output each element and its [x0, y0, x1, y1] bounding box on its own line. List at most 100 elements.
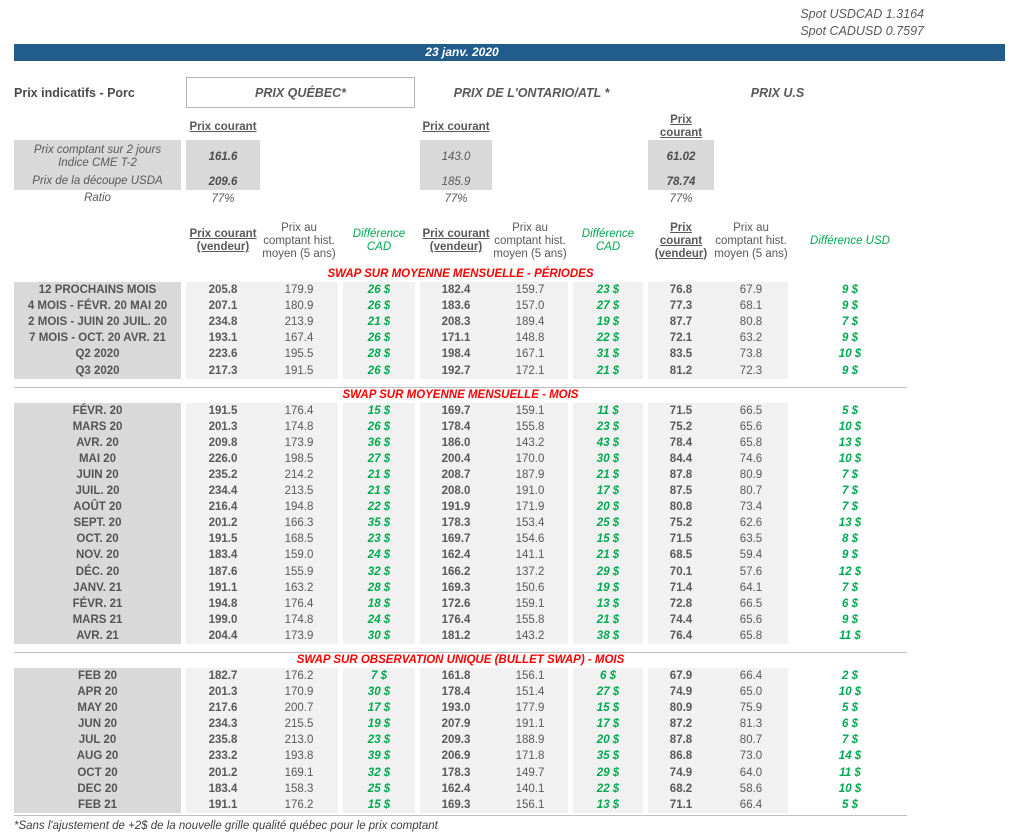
difference-usd-cell: 9 $: [842, 332, 858, 345]
price-hist-cell: 170.9: [260, 684, 338, 701]
section-periodes-rows: 12 PROCHAINS MOIS 205.8 179.9 26 $ 182.4 159.…: [0, 282, 1024, 379]
price-courant-cell: 178.4: [420, 684, 492, 701]
spot-value-qc: 161.6: [186, 140, 260, 173]
row-label: AVR. 21: [14, 627, 181, 644]
difference-cad-cell: 21 $: [573, 611, 643, 628]
price-courant-cell: 208.0: [420, 483, 492, 500]
table-row: JANV. 21 191.1 163.2 28 $ 169.3 150.6 19 $ 71.4…: [14, 579, 1024, 596]
table-row: JUIN 20 235.2 214.2 21 $ 208.7 187.9 21 $ 87.8 8…: [14, 466, 1024, 484]
price-hist-cell: 66.5: [714, 595, 788, 612]
header-prix-courant-us: Prix courant (vendeur): [654, 221, 708, 260]
price-hist-cell: 66.4: [714, 796, 788, 813]
difference-usd-cell: 10 $: [838, 782, 862, 795]
price-courant-cell: 74.4: [648, 611, 714, 628]
price-courant-cell: 76.4: [648, 627, 714, 644]
price-hist-cell: 163.2: [260, 579, 338, 596]
price-hist-cell: 191.5: [260, 362, 338, 379]
price-courant-cell: 201.2: [186, 764, 260, 781]
spot-cadusd: Spot CADUSD 0.7597: [800, 24, 924, 38]
spot-row-ratio: Ratio 77% 77% 77%: [14, 190, 1024, 207]
difference-cad-cell: 7 $: [343, 667, 415, 685]
table-row: NOV. 20 183.4 159.0 24 $ 162.4 141.1 21 $ 68.5 5…: [14, 547, 1024, 564]
difference-cad-cell: 22 $: [573, 330, 643, 347]
difference-cad-cell: 20 $: [573, 732, 643, 749]
price-hist-cell: 74.6: [714, 450, 788, 467]
section-title-periodes: SWAP SUR MOYENNE MENSUELLE - PÉRIODES: [327, 268, 594, 280]
bottom-divider: [14, 814, 907, 816]
difference-usd-cell: 6 $: [842, 597, 858, 610]
price-hist-cell: 198.5: [260, 450, 338, 467]
price-hist-cell: 72.3: [714, 362, 788, 379]
difference-cad-cell: 24 $: [343, 611, 415, 628]
difference-usd-cell: 5 $: [842, 798, 858, 811]
table-row: Q3 2020 217.3 191.5 26 $ 192.7 172.1 21 $ 81.2 7…: [14, 362, 1024, 379]
difference-usd-cell: 9 $: [842, 364, 858, 377]
difference-cad-cell: 19 $: [343, 716, 415, 733]
price-hist-cell: 172.1: [492, 362, 568, 379]
price-courant-cell: 87.8: [648, 732, 714, 749]
spot-usdcad: Spot USDCAD 1.3164: [800, 7, 924, 21]
price-courant-cell: 78.4: [648, 434, 714, 451]
difference-cad-cell: 29 $: [573, 563, 643, 580]
price-courant-cell: 234.4: [186, 483, 260, 500]
price-courant-cell: 75.2: [648, 515, 714, 532]
row-label: 7 MOIS - OCT. 20 AVR. 21: [14, 330, 181, 347]
price-hist-cell: 188.9: [492, 732, 568, 749]
table-row: 12 PROCHAINS MOIS 205.8 179.9 26 $ 182.4 159.…: [14, 282, 1024, 299]
table-row: OCT 20 201.2 169.1 32 $ 178.3 149.7 29 $ 74.9 64…: [14, 764, 1024, 781]
row-label: DÉC. 20: [14, 563, 181, 580]
price-hist-cell: 137.2: [492, 563, 568, 580]
table-row: 4 MOIS - FÉVR. 20 MAI 20 207.1 180.9 26 $ 18…: [14, 298, 1024, 315]
date-banner: 23 janv. 2020: [14, 44, 1005, 61]
price-hist-cell: 75.9: [714, 700, 788, 717]
difference-usd-cell: 6 $: [842, 718, 858, 731]
price-hist-cell: 168.5: [260, 531, 338, 548]
difference-usd-cell: 7 $: [842, 316, 858, 329]
price-hist-cell: 149.7: [492, 764, 568, 781]
price-courant-cell: 176.4: [420, 611, 492, 628]
price-hist-cell: 63.5: [714, 531, 788, 548]
price-hist-cell: 57.6: [714, 563, 788, 580]
difference-cad-cell: 35 $: [343, 515, 415, 532]
price-courant-cell: 74.9: [648, 764, 714, 781]
price-hist-cell: 191.1: [492, 716, 568, 733]
price-hist-cell: 63.2: [714, 330, 788, 347]
table-row: FEB 21 191.1 176.2 15 $ 169.3 156.1 13 $ 71.1 66…: [14, 796, 1024, 813]
price-courant-cell: 178.3: [420, 764, 492, 781]
price-hist-cell: 176.4: [260, 595, 338, 612]
price-hist-cell: 140.1: [492, 780, 568, 797]
row-label: JUIL. 20: [14, 483, 181, 500]
difference-usd-cell: 7 $: [842, 468, 858, 481]
price-hist-cell: 155.9: [260, 563, 338, 580]
price-hist-cell: 157.0: [492, 298, 568, 315]
difference-cad-cell: 31 $: [573, 346, 643, 363]
price-courant-cell: 71.1: [648, 796, 714, 813]
ratio-value-us: 77%: [669, 192, 693, 205]
table-row: 7 MOIS - OCT. 20 AVR. 21 193.1 167.4 26 $ 17…: [14, 330, 1024, 347]
spot-value-us: 78.74: [648, 173, 714, 190]
price-hist-cell: 159.1: [492, 595, 568, 612]
table-row: APR 20 201.3 170.9 30 $ 178.4 151.4 27 $ 74.9 65…: [14, 684, 1024, 701]
price-courant-cell: 183.6: [420, 298, 492, 315]
price-courant-cell: 201.3: [186, 418, 260, 435]
difference-usd-cell: 11 $: [839, 766, 861, 779]
row-label: AOÛT 20: [14, 499, 181, 516]
price-hist-cell: 64.1: [714, 579, 788, 596]
price-courant-cell: 187.6: [186, 563, 260, 580]
section-divider: [14, 651, 907, 653]
difference-cad-cell: 28 $: [343, 579, 415, 596]
table-row: JUN 20 234.3 215.5 19 $ 207.9 191.1 17 $ 87.2 81…: [14, 716, 1024, 733]
price-courant-cell: 83.5: [648, 346, 714, 363]
difference-usd-cell: 7 $: [842, 734, 858, 747]
price-courant-cell: 204.4: [186, 627, 260, 644]
price-courant-cell: 217.6: [186, 700, 260, 717]
header-prix-courant-qc: Prix courant (vendeur): [189, 228, 257, 253]
row-label: OCT 20: [14, 764, 181, 781]
price-courant-cell: 208.3: [420, 314, 492, 331]
row-label: MAI 20: [14, 450, 181, 467]
difference-cad-cell: 25 $: [343, 780, 415, 797]
price-courant-cell: 172.6: [420, 595, 492, 612]
price-hist-cell: 158.3: [260, 780, 338, 797]
price-courant-cell: 162.4: [420, 780, 492, 797]
header-prix-hist-qc: Prix au comptant hist. moyen (5 ans): [262, 221, 336, 260]
